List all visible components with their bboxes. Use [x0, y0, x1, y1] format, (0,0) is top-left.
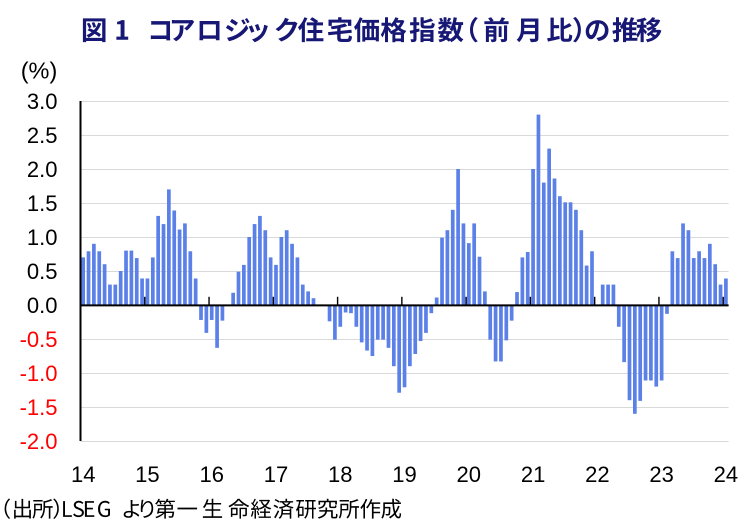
- svg-text:24: 24: [714, 462, 738, 487]
- svg-text:21: 21: [521, 462, 545, 487]
- svg-text:1.0: 1.0: [27, 225, 58, 250]
- svg-text:1.5: 1.5: [27, 191, 58, 216]
- svg-text:20: 20: [457, 462, 481, 487]
- svg-text:(%): (%): [21, 58, 58, 84]
- svg-text:-1.5: -1.5: [20, 395, 58, 420]
- svg-text:23: 23: [649, 462, 673, 487]
- svg-text:0.0: 0.0: [27, 293, 58, 318]
- svg-text:22: 22: [585, 462, 609, 487]
- svg-text:17: 17: [264, 462, 288, 487]
- svg-text:2.0: 2.0: [27, 157, 58, 182]
- svg-text:0.5: 0.5: [27, 259, 58, 284]
- svg-text:-0.5: -0.5: [20, 327, 58, 352]
- svg-text:15: 15: [135, 462, 159, 487]
- svg-text:3.0: 3.0: [27, 89, 58, 114]
- svg-text:2.5: 2.5: [27, 123, 58, 148]
- svg-text:14: 14: [71, 462, 95, 487]
- svg-text:16: 16: [199, 462, 223, 487]
- svg-text:18: 18: [328, 462, 352, 487]
- svg-text:19: 19: [392, 462, 416, 487]
- svg-text:-1.0: -1.0: [20, 361, 58, 386]
- svg-text:-2.0: -2.0: [20, 429, 58, 454]
